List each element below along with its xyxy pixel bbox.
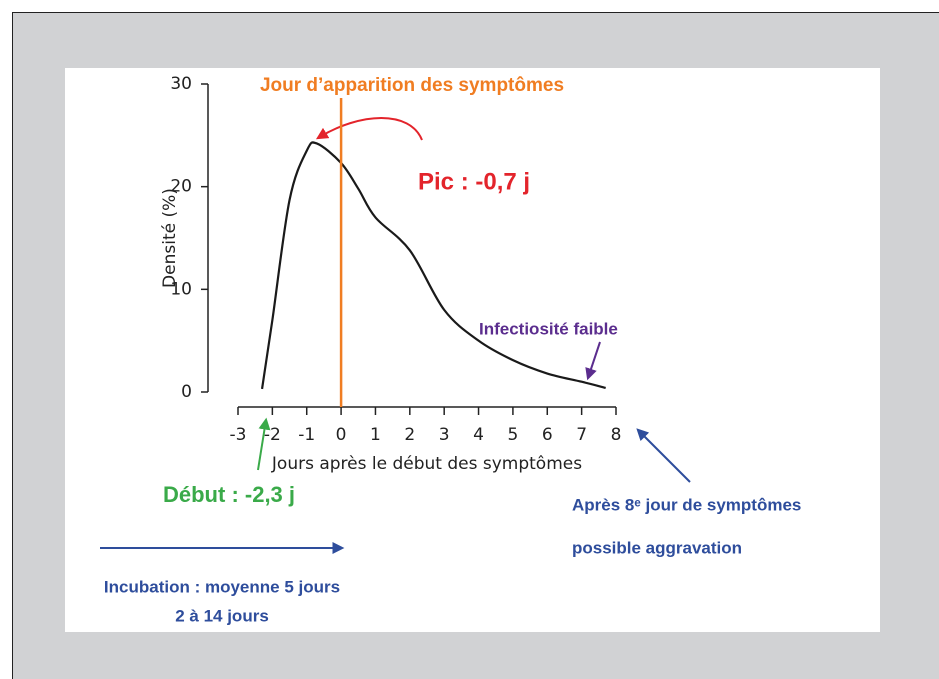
density-curve [260, 141, 606, 390]
arrow [585, 341, 601, 381]
x-tick-label: -3 [230, 425, 247, 445]
annotation: Après 8ᵉ jour de symptômes [572, 495, 801, 514]
x-tick-label: 7 [576, 425, 587, 445]
x-tick-label: -2 [264, 425, 281, 445]
x-tick-label: 2 [404, 425, 415, 445]
x-tick-label: 5 [507, 425, 518, 445]
arrow [636, 428, 691, 483]
panel [65, 68, 880, 632]
x-tick-label: 1 [370, 425, 381, 445]
y-tick-label: 10 [170, 279, 192, 299]
annotation: 2 à 14 jours [175, 606, 269, 625]
annotation: possible aggravation [572, 538, 742, 557]
x-tick-label: -1 [298, 425, 315, 445]
x-tick-label: 4 [473, 425, 484, 445]
x-axis-label: Jours après le début des symptômes [271, 454, 582, 474]
annotation: Pic : -0,7 j [418, 168, 530, 195]
annotation: Début : -2,3 j [163, 482, 295, 507]
x-tick-label: 8 [611, 425, 622, 445]
y-axis-label: Densité (%) [160, 188, 180, 288]
annotation: Jour d’apparition des symptômes [260, 75, 564, 96]
arrow [257, 417, 271, 471]
x-tick-label: 6 [542, 425, 553, 445]
annotation: Infectiosité faible [479, 319, 618, 338]
y-tick-label: 0 [181, 382, 192, 402]
x-tick-label: 0 [336, 425, 347, 445]
y-tick-label: 30 [170, 74, 192, 94]
arrow [315, 117, 423, 141]
annotation: Incubation : moyenne 5 jours [104, 577, 340, 596]
y-tick-label: 20 [170, 177, 192, 197]
x-tick-label: 3 [439, 425, 450, 445]
